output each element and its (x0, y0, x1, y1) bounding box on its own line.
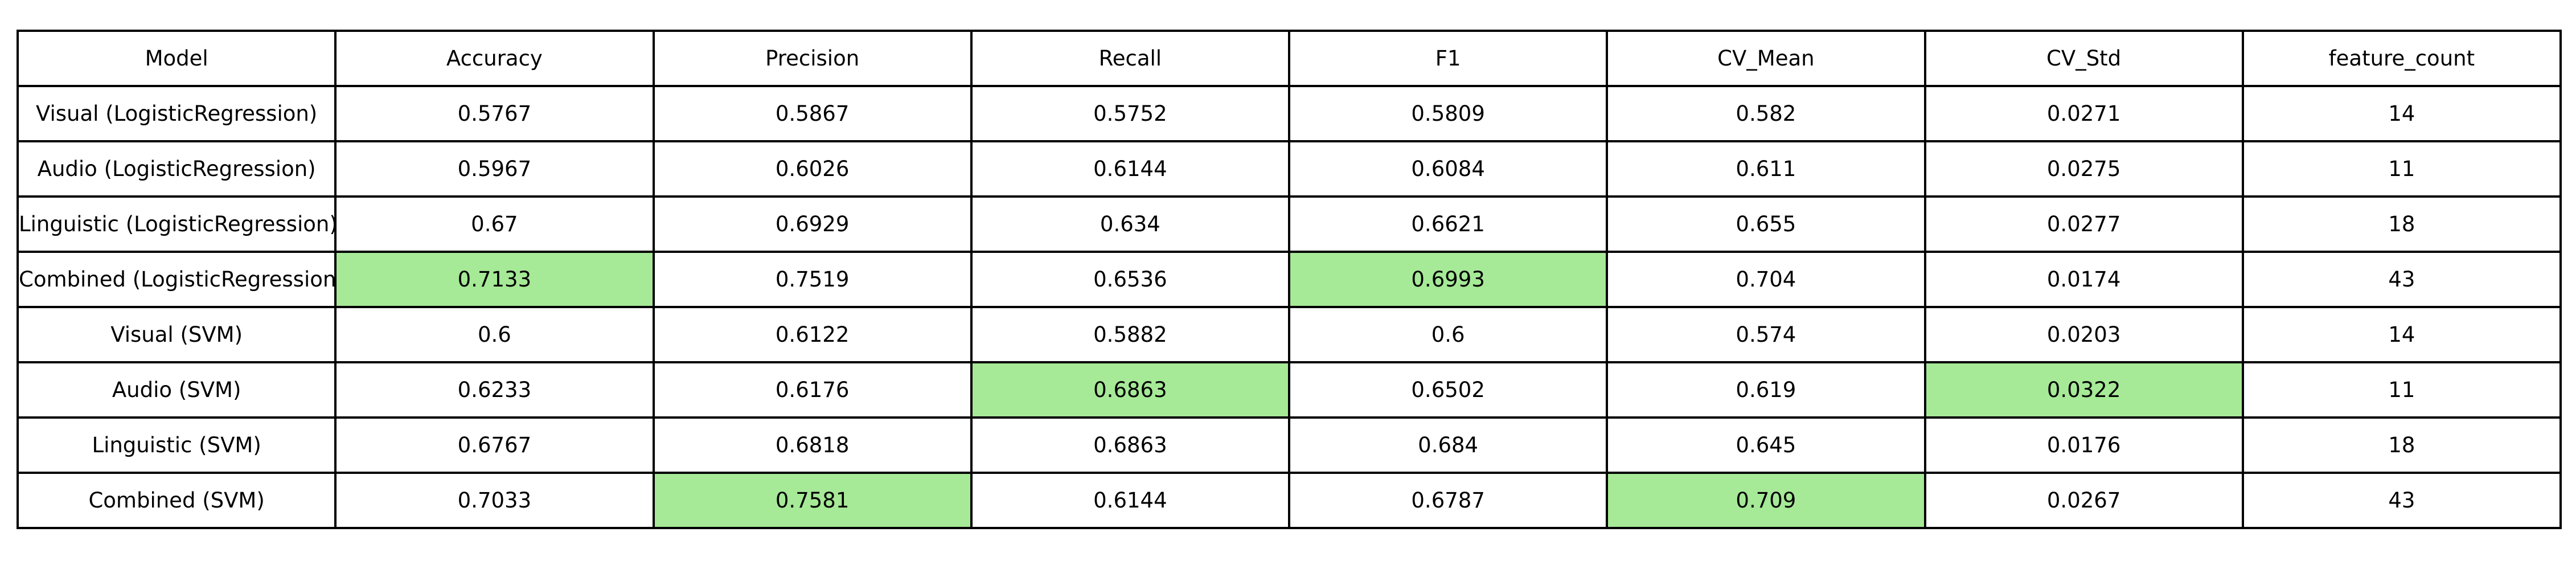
metric-cell: 11 (2241, 140, 2562, 198)
metric-cell: 0.6122 (652, 306, 973, 363)
metric-cell: 0.7033 (334, 472, 655, 529)
table-header-row: Model Accuracy Precision Recall F1 CV_Mean CV_… (16, 30, 2562, 87)
model-name-cell: Visual (SVM) (16, 306, 337, 363)
metric-cell: 0.6621 (1287, 195, 1609, 253)
metric-cell: 0.704 (1606, 251, 1926, 308)
results-table: Model Accuracy Precision Recall F1 CV_Mean CV_… (16, 30, 2562, 529)
table-row: Audio (SVM) 0.6233 0.6176 0.6863 0.6502 0.619… (16, 361, 2562, 419)
table-row: Combined (LogisticRegression) 0.7133 0.751… (16, 251, 2562, 308)
metric-cell: 0.0275 (1923, 140, 2244, 198)
metric-cell: 0.5867 (652, 85, 973, 142)
metric-cell: 0.6863 (970, 361, 1291, 419)
metric-cell: 0.0267 (1923, 472, 2244, 529)
metric-cell: 0.574 (1606, 306, 1926, 363)
column-header: CV_Std (1923, 30, 2244, 87)
column-header: Recall (970, 30, 1291, 87)
metric-cell: 0.67 (334, 195, 655, 253)
metric-cell: 0.7133 (334, 251, 655, 308)
metric-cell: 0.5882 (970, 306, 1291, 363)
table-body: Visual (LogisticRegression) 0.5767 0.5867 0… (16, 85, 2562, 529)
table-row: Audio (LogisticRegression) 0.5967 0.6026 0.… (16, 140, 2562, 198)
metric-cell: 0.611 (1606, 140, 1926, 198)
metric-cell: 0.5767 (334, 85, 655, 142)
metric-cell: 0.0322 (1923, 361, 2244, 419)
metric-cell: 0.5967 (334, 140, 655, 198)
column-header: F1 (1287, 30, 1609, 87)
metric-cell: 0.582 (1606, 85, 1926, 142)
metric-cell: 0.0203 (1923, 306, 2244, 363)
metric-cell: 0.6026 (652, 140, 973, 198)
metric-cell: 0.7519 (652, 251, 973, 308)
metric-cell: 18 (2241, 416, 2562, 474)
metric-cell: 14 (2241, 306, 2562, 363)
metric-cell: 0.0271 (1923, 85, 2244, 142)
column-header: Precision (652, 30, 973, 87)
metric-cell: 0.6993 (1287, 251, 1609, 308)
metric-cell: 0.634 (970, 195, 1291, 253)
metric-cell: 18 (2241, 195, 2562, 253)
table-row: Linguistic (LogisticRegression) 0.67 0.692… (16, 195, 2562, 253)
metric-cell: 0.6 (334, 306, 655, 363)
metric-cell: 0.645 (1606, 416, 1926, 474)
metric-cell: 0.6 (1287, 306, 1609, 363)
column-header: feature_count (2241, 30, 2562, 87)
metric-cell: 0.684 (1287, 416, 1609, 474)
metric-cell: 0.709 (1606, 472, 1926, 529)
metric-cell: 0.0174 (1923, 251, 2244, 308)
metric-cell: 14 (2241, 85, 2562, 142)
metric-cell: 0.6787 (1287, 472, 1609, 529)
metric-cell: 0.0277 (1923, 195, 2244, 253)
metric-cell: 0.6818 (652, 416, 973, 474)
metric-cell: 0.0176 (1923, 416, 2244, 474)
metric-cell: 0.6144 (970, 472, 1291, 529)
model-name-cell: Visual (LogisticRegression) (16, 85, 337, 142)
model-name-cell: Audio (LogisticRegression) (16, 140, 337, 198)
metric-cell: 43 (2241, 472, 2562, 529)
metric-cell: 0.7581 (652, 472, 973, 529)
metric-cell: 0.6176 (652, 361, 973, 419)
metric-cell: 0.6084 (1287, 140, 1609, 198)
metric-cell: 0.5752 (970, 85, 1291, 142)
table-row: Visual (SVM) 0.6 0.6122 0.5882 0.6 0.574 0.020… (16, 306, 2562, 363)
metric-cell: 0.6767 (334, 416, 655, 474)
column-header: Model (16, 30, 337, 87)
model-name-cell: Linguistic (LogisticRegression) (16, 195, 337, 253)
metric-cell: 0.5809 (1287, 85, 1609, 142)
model-name-cell: Linguistic (SVM) (16, 416, 337, 474)
model-name-cell: Combined (LogisticRegression) (16, 251, 337, 308)
metric-cell: 0.655 (1606, 195, 1926, 253)
metric-cell: 0.6863 (970, 416, 1291, 474)
column-header: Accuracy (334, 30, 655, 87)
model-name-cell: Audio (SVM) (16, 361, 337, 419)
table-row: Combined (SVM) 0.7033 0.7581 0.6144 0.6787 0.… (16, 472, 2562, 529)
metric-cell: 0.6536 (970, 251, 1291, 308)
table-row: Linguistic (SVM) 0.6767 0.6818 0.6863 0.684 0… (16, 416, 2562, 474)
metric-cell: 0.6502 (1287, 361, 1609, 419)
metric-cell: 43 (2241, 251, 2562, 308)
column-header: CV_Mean (1606, 30, 1926, 87)
model-name-cell: Combined (SVM) (16, 472, 337, 529)
metric-cell: 11 (2241, 361, 2562, 419)
table-row: Visual (LogisticRegression) 0.5767 0.5867 0… (16, 85, 2562, 142)
metric-cell: 0.6233 (334, 361, 655, 419)
metric-cell: 0.619 (1606, 361, 1926, 419)
metric-cell: 0.6929 (652, 195, 973, 253)
metric-cell: 0.6144 (970, 140, 1291, 198)
